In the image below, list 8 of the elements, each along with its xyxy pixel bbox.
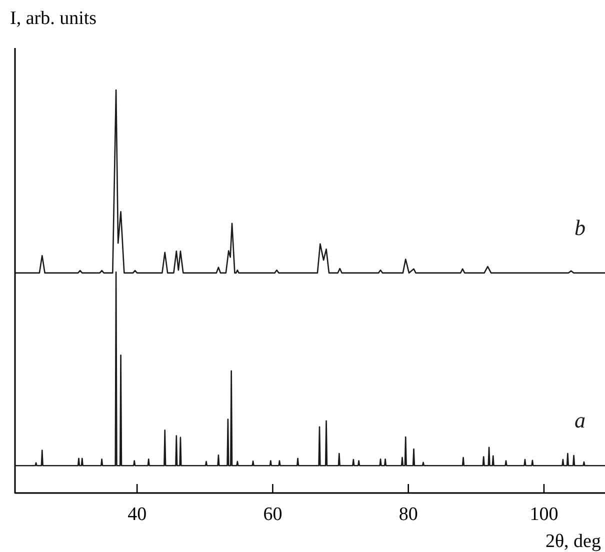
series-label: a [574,408,586,433]
x-tick-label: 80 [398,504,418,525]
x-axis-title: 2θ, deg [545,531,602,552]
x-tick-label: 40 [128,504,147,525]
x-tick-label: 60 [263,504,282,525]
series-label: b [574,214,586,240]
y-axis-title: I, arb. units [10,8,97,29]
x-tick-label: 100 [530,504,558,525]
